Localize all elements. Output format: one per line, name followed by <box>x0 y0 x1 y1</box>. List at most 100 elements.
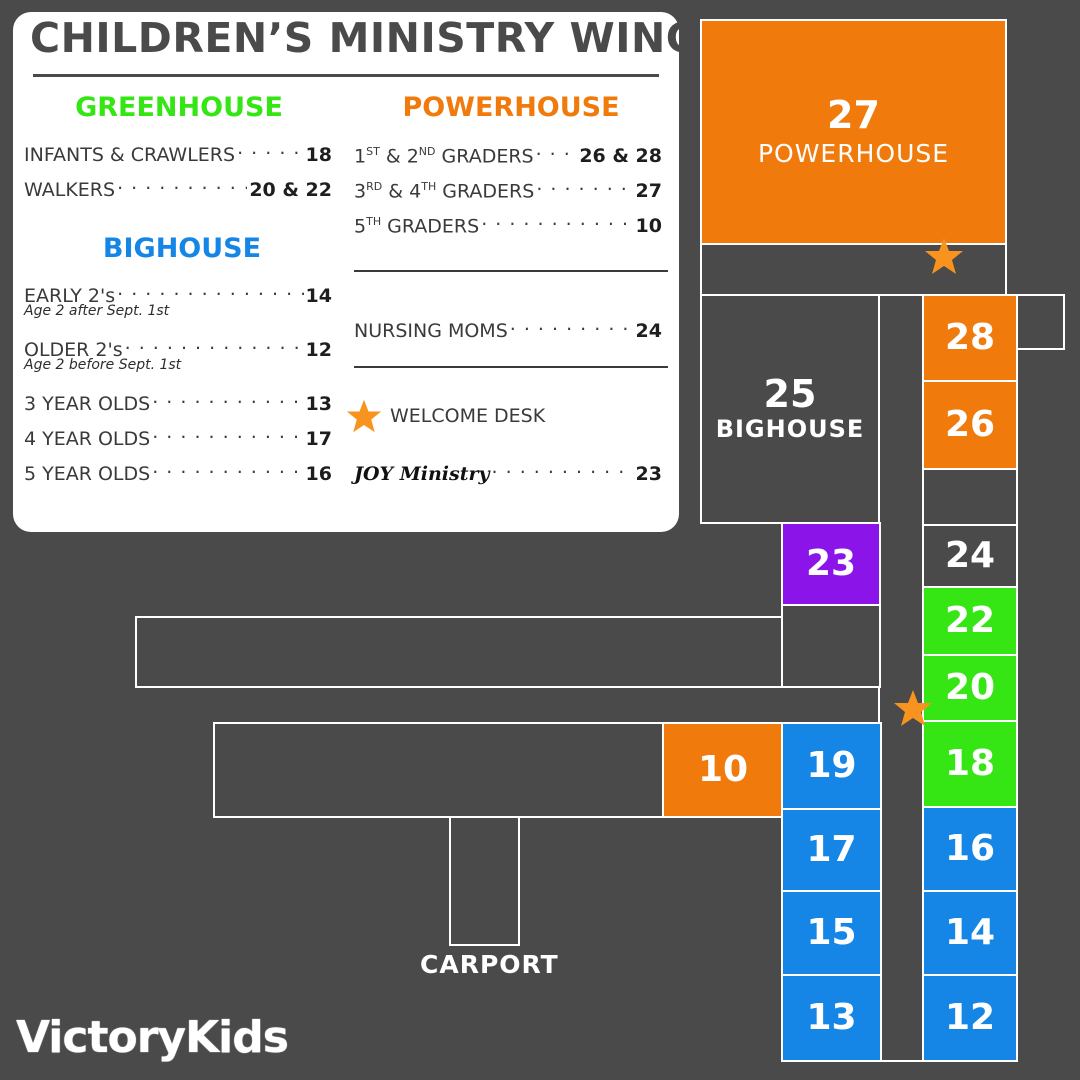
west-wing-lower <box>213 722 665 818</box>
room-number: 15 <box>806 912 857 953</box>
room-number: 17 <box>305 428 332 450</box>
room-number: 28 <box>944 317 996 358</box>
storage-box <box>922 468 1018 526</box>
room-number: 10 <box>697 749 749 790</box>
legend-divider <box>354 270 668 272</box>
room-number: 23 <box>635 463 662 485</box>
row-label: 3 YEAR OLDS <box>24 393 151 415</box>
room-number: 12 <box>305 339 332 361</box>
room-10[interactable]: 10 <box>662 722 784 818</box>
row-label: JOY Ministry <box>354 463 490 485</box>
bighouse-list: EARLY 2's 14 Age 2 after Sept. 1st OLDER … <box>24 276 332 485</box>
room-number: 27 <box>827 93 880 137</box>
room-24[interactable]: 24 <box>922 524 1018 588</box>
room-number: 12 <box>944 997 996 1038</box>
west-wing-upper <box>135 616 783 688</box>
room-number: 26 <box>944 404 996 445</box>
greenhouse-heading: GREENHOUSE <box>75 92 283 123</box>
powerhouse-heading: POWERHOUSE <box>402 92 620 123</box>
legend-row: NURSING MOMS 24 <box>354 311 662 342</box>
room-number: 10 <box>635 215 662 237</box>
legend-row: JOY Ministry 23 <box>354 454 662 485</box>
room-17[interactable]: 17 <box>781 808 882 892</box>
room-number: 14 <box>944 912 996 953</box>
legend-row: OLDER 2's 12 <box>24 330 332 361</box>
room-number: 20 & 22 <box>249 179 332 201</box>
welcome-desk-legend: WELCOME DESK <box>346 398 666 434</box>
connector-box <box>781 604 881 688</box>
welcome-desk-star-icon[interactable] <box>924 236 964 276</box>
row-label: 5 YEAR OLDS <box>24 463 151 485</box>
joy-row-wrap: JOY Ministry 23 <box>354 454 662 485</box>
bighouse-heading: BIGHOUSE <box>102 233 262 264</box>
room-16[interactable]: 16 <box>922 806 1018 892</box>
room-name: BIGHOUSE <box>715 415 865 443</box>
room-number: 27 <box>635 180 662 202</box>
row-label: OLDER 2's <box>24 339 123 361</box>
room-number: 19 <box>806 745 857 786</box>
legend-row: 4 YEAR OLDS 17 <box>24 419 332 450</box>
legend-row: 5 YEAR OLDS 16 <box>24 454 332 485</box>
room-12[interactable]: 12 <box>922 974 1018 1062</box>
powerhouse-list: 1ST & 2ND GRADERS 26 & 28 3RD & 4TH GRADE… <box>354 136 662 237</box>
row-label: 3RD & 4TH GRADERS <box>354 179 535 202</box>
legend-panel <box>13 12 679 532</box>
room-number: 16 <box>305 463 332 485</box>
nursing-row-wrap: NURSING MOMS 24 <box>354 311 662 342</box>
legend-row: 3RD & 4TH GRADERS 27 <box>354 171 662 202</box>
legend-row: EARLY 2's 14 <box>24 276 332 307</box>
room-26[interactable]: 26 <box>922 380 1018 470</box>
room-18[interactable]: 18 <box>922 720 1018 808</box>
room-name: POWERHOUSE <box>757 139 950 168</box>
legend-row: 3 YEAR OLDS 13 <box>24 384 332 415</box>
annex-box <box>1015 294 1065 350</box>
room-20[interactable]: 20 <box>922 654 1018 722</box>
legend-row: 1ST & 2ND GRADERS 26 & 28 <box>354 136 662 167</box>
room-number: 22 <box>944 600 996 641</box>
room-19[interactable]: 19 <box>781 722 882 810</box>
room-25[interactable]: 25 BIGHOUSE <box>700 294 880 524</box>
room-27[interactable]: 27 POWERHOUSE <box>700 19 1007 245</box>
title-divider <box>33 74 659 77</box>
room-number: 17 <box>806 829 857 870</box>
carport-label: CARPORT <box>420 950 559 979</box>
room-22[interactable]: 22 <box>922 586 1018 656</box>
welcome-desk-star-icon[interactable] <box>893 688 933 728</box>
room-number: 18 <box>305 144 332 166</box>
room-number: 14 <box>305 285 332 307</box>
row-label: INFANTS & CRAWLERS <box>24 144 236 166</box>
legend-row: WALKERS 20 & 22 <box>24 170 332 201</box>
star-icon <box>346 399 382 433</box>
room-13[interactable]: 13 <box>781 974 882 1062</box>
corridor-main <box>878 294 924 1062</box>
row-label: 4 YEAR OLDS <box>24 428 151 450</box>
room-number: 18 <box>944 743 996 784</box>
room-23[interactable]: 23 <box>781 522 881 606</box>
row-label: 5TH GRADERS <box>354 214 480 237</box>
room-28[interactable]: 28 <box>922 294 1018 382</box>
welcome-desk-label: WELCOME DESK <box>390 405 546 427</box>
row-label: NURSING MOMS <box>354 320 508 342</box>
room-number: 25 <box>763 372 817 416</box>
room-number: 16 <box>944 828 996 869</box>
age-note: Age 2 after Sept. 1st <box>24 303 170 319</box>
row-label: WALKERS <box>24 179 116 201</box>
room-number: 24 <box>635 320 662 342</box>
room-number: 23 <box>805 543 857 584</box>
room-number: 20 <box>944 667 996 708</box>
room-number: 26 & 28 <box>579 145 662 167</box>
page-title: CHILDREN’S MINISTRY WING <box>30 14 700 62</box>
age-note: Age 2 before Sept. 1st <box>24 357 182 373</box>
legend-row: 5TH GRADERS 10 <box>354 206 662 237</box>
carport-structure <box>449 816 520 946</box>
room-number: 24 <box>944 535 996 576</box>
room-15[interactable]: 15 <box>781 890 882 976</box>
legend-row: INFANTS & CRAWLERS 18 <box>24 135 332 166</box>
room-14[interactable]: 14 <box>922 890 1018 976</box>
greenhouse-list: INFANTS & CRAWLERS 18 WALKERS 20 & 22 <box>24 135 332 201</box>
room-number: 13 <box>305 393 332 415</box>
victorykids-logo: VictoryKids <box>16 1012 289 1063</box>
row-label: EARLY 2's <box>24 285 116 307</box>
room-number: 13 <box>806 997 857 1038</box>
legend-divider <box>354 366 668 368</box>
